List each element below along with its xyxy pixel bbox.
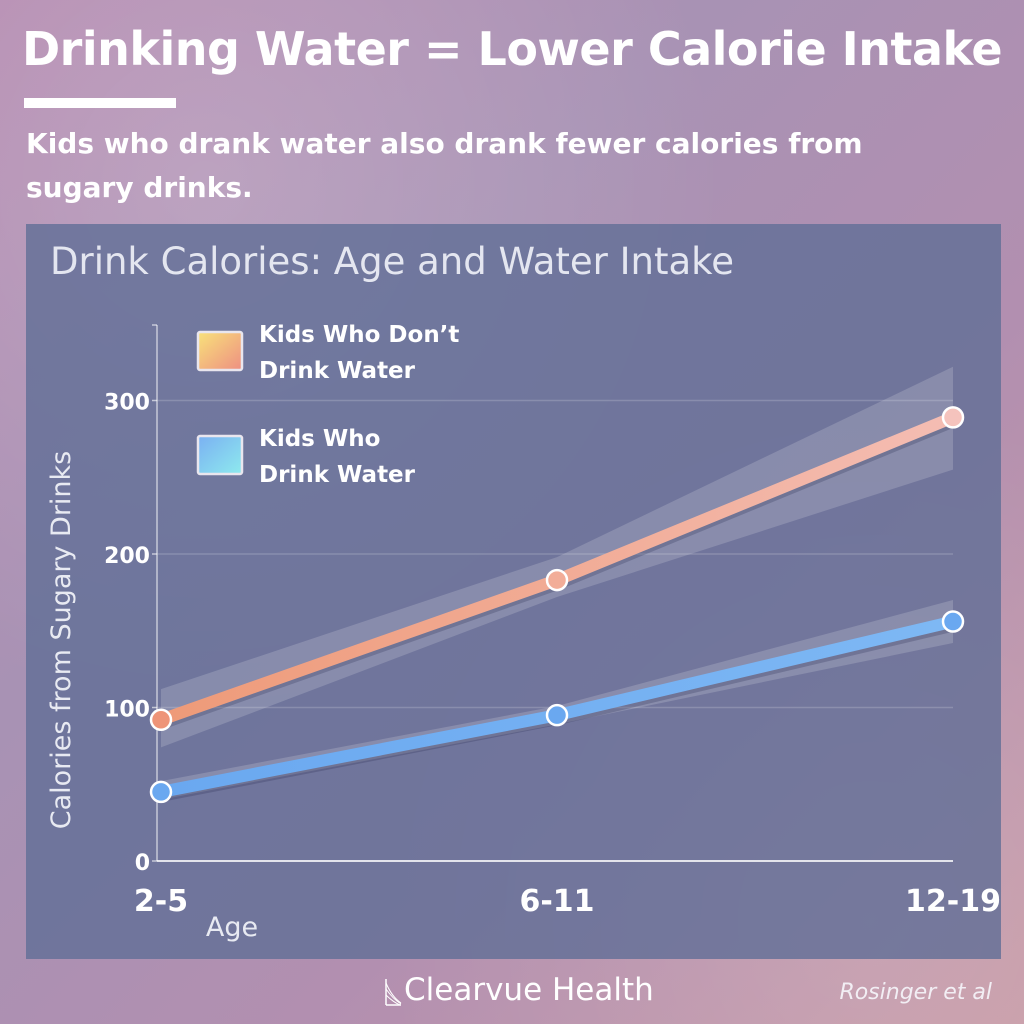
y-tick-label-100: 100 <box>104 698 150 723</box>
clearvue-logo-icon <box>385 979 402 1006</box>
x-tick-label-12-19: 12-19 <box>905 884 1001 919</box>
data-point-water-2-5[interactable] <box>149 780 173 804</box>
legend-label-line: Kids Who Don’t <box>259 322 459 348</box>
legend-label-line: Drink Water <box>259 358 416 384</box>
y-tick-label-200: 200 <box>104 544 150 569</box>
confidence-band-no-water <box>161 366 953 748</box>
legend-label-water: Kids Who Drink Water <box>259 426 416 488</box>
chart-title: Drink Calories: Age and Water Intake <box>50 240 735 283</box>
x-axis-title: Age <box>206 912 258 943</box>
data-point-no-water-12-19[interactable] <box>941 406 965 429</box>
legend-label-line: Drink Water <box>259 462 416 488</box>
legend-label-line: Kids Who <box>259 426 380 452</box>
subtitle: Kids who drank water also drank fewer ca… <box>26 127 863 204</box>
data-point-water-12-19[interactable] <box>941 610 965 633</box>
source-credit: Rosinger et al <box>839 980 992 1005</box>
legend-swatch-no-water <box>196 330 244 372</box>
brand-logo: Clearvue Health <box>384 970 654 1010</box>
legend-label-no-water: Kids Who Don’t Drink Water <box>259 322 459 384</box>
data-point-no-water-6-11[interactable] <box>545 568 569 592</box>
y-tick-label-300: 300 <box>104 391 150 416</box>
x-tick-label-6-11: 6-11 <box>519 884 594 919</box>
y-tick-label-0: 0 <box>135 851 150 876</box>
headline-underline <box>24 98 176 108</box>
data-point-no-water-2-5[interactable] <box>149 708 173 732</box>
x-tick-label-2-5: 2-5 <box>134 884 188 919</box>
headline: Drinking Water = Lower Calorie Intake <box>22 22 1003 76</box>
legend-swatch-water <box>196 434 244 476</box>
data-point-water-6-11[interactable] <box>545 703 569 727</box>
y-axis-title: Calories from Sugary Drinks <box>46 451 77 830</box>
brand-name: Clearvue Health <box>404 972 654 1008</box>
